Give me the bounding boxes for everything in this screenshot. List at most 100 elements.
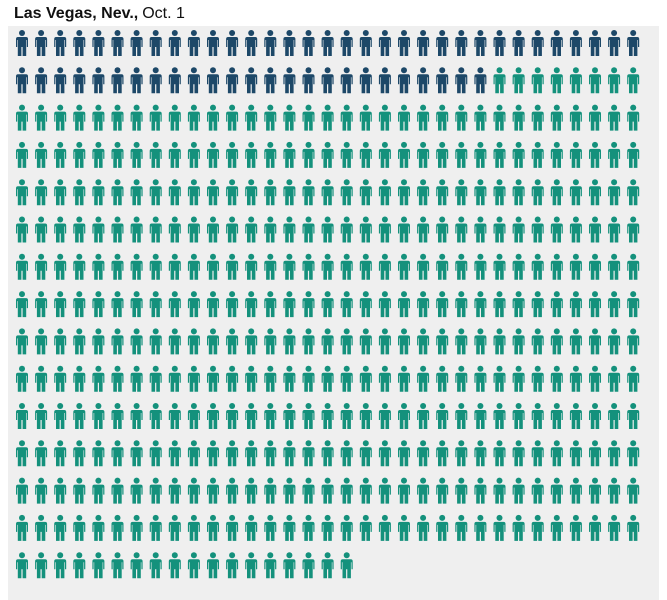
icon-body bbox=[589, 372, 601, 392]
person-icon bbox=[16, 141, 28, 168]
person-icon bbox=[16, 403, 28, 429]
icon-head bbox=[458, 328, 465, 335]
icon-body bbox=[92, 148, 105, 168]
icon-head bbox=[133, 552, 140, 559]
icon-body bbox=[398, 484, 410, 504]
icon-body bbox=[54, 298, 67, 318]
icon-head bbox=[572, 253, 579, 260]
icon-head bbox=[553, 30, 560, 36]
icon-head bbox=[362, 514, 369, 521]
icon-body bbox=[531, 37, 544, 56]
person-icon bbox=[398, 104, 410, 131]
person-icon bbox=[436, 291, 449, 318]
icon-head bbox=[458, 67, 465, 74]
icon-body bbox=[550, 223, 563, 243]
icon-head bbox=[324, 514, 331, 521]
icon-body bbox=[417, 186, 430, 206]
icon-body bbox=[340, 335, 353, 355]
person-icon bbox=[54, 216, 67, 243]
icon-body bbox=[378, 186, 391, 206]
icon-body bbox=[550, 484, 563, 504]
person-icon bbox=[455, 365, 468, 392]
icon-head bbox=[286, 291, 293, 298]
person-icon bbox=[436, 328, 449, 355]
icon-head bbox=[611, 179, 618, 186]
icon-head bbox=[114, 328, 121, 335]
icon-head bbox=[343, 253, 350, 260]
icon-body bbox=[92, 372, 105, 392]
person-icon bbox=[493, 365, 506, 392]
icon-body bbox=[493, 372, 506, 392]
person-icon bbox=[54, 253, 67, 280]
person-icon bbox=[359, 141, 372, 168]
icon-head bbox=[95, 552, 102, 559]
person-icon bbox=[264, 179, 277, 206]
icon-body bbox=[130, 148, 143, 168]
person-icon bbox=[378, 104, 391, 131]
icon-head bbox=[210, 253, 216, 260]
person-icon bbox=[493, 141, 506, 168]
icon-body bbox=[302, 298, 315, 318]
icon-body bbox=[455, 410, 468, 429]
icon-head bbox=[534, 291, 541, 298]
icon-head bbox=[133, 141, 140, 148]
icon-head bbox=[362, 179, 369, 186]
icon-body bbox=[627, 372, 640, 392]
icon-body bbox=[264, 74, 277, 94]
person-icon bbox=[283, 328, 296, 355]
person-icon bbox=[531, 253, 544, 280]
icon-head bbox=[229, 291, 236, 298]
icon-head bbox=[286, 67, 293, 74]
icon-head bbox=[286, 104, 293, 111]
icon-head bbox=[553, 328, 560, 335]
person-icon bbox=[378, 440, 391, 467]
icon-body bbox=[207, 521, 219, 541]
person-icon bbox=[531, 514, 544, 541]
person-icon bbox=[417, 477, 430, 504]
icon-head bbox=[458, 253, 465, 260]
icon-body bbox=[302, 410, 315, 429]
person-icon bbox=[130, 440, 143, 467]
icon-head bbox=[210, 365, 216, 372]
icon-body bbox=[54, 186, 67, 206]
icon-body bbox=[187, 372, 200, 392]
icon-head bbox=[248, 328, 255, 335]
icon-head bbox=[248, 403, 255, 409]
person-icon bbox=[35, 67, 48, 94]
icon-head bbox=[38, 477, 45, 484]
icon-body bbox=[283, 447, 296, 467]
icon-body bbox=[35, 298, 48, 318]
person-icon bbox=[512, 514, 525, 541]
person-icon bbox=[321, 141, 334, 168]
icon-head bbox=[534, 403, 541, 409]
icon-head bbox=[477, 67, 484, 74]
icon-head bbox=[592, 440, 598, 447]
icon-head bbox=[267, 552, 274, 559]
icon-body bbox=[207, 484, 219, 504]
person-icon bbox=[436, 104, 449, 131]
icon-head bbox=[324, 179, 331, 186]
person-icon bbox=[207, 291, 219, 318]
icon-head bbox=[133, 328, 140, 335]
icon-body bbox=[130, 260, 143, 280]
icon-body bbox=[550, 148, 563, 168]
icon-head bbox=[401, 328, 407, 335]
icon-head bbox=[420, 67, 427, 74]
icon-head bbox=[114, 253, 121, 260]
person-icon bbox=[187, 104, 200, 131]
icon-head bbox=[362, 67, 369, 74]
icon-head bbox=[114, 291, 121, 298]
icon-body bbox=[35, 148, 48, 168]
icon-body bbox=[417, 37, 430, 56]
person-icon bbox=[92, 403, 105, 429]
icon-head bbox=[19, 328, 25, 335]
icon-head bbox=[190, 30, 197, 36]
icon-body bbox=[474, 260, 487, 280]
icon-head bbox=[630, 514, 637, 521]
icon-head bbox=[630, 104, 637, 111]
icon-body bbox=[187, 37, 200, 56]
icon-head bbox=[248, 104, 255, 111]
person-icon bbox=[493, 403, 506, 429]
person-icon bbox=[245, 104, 258, 131]
person-icon bbox=[474, 365, 487, 392]
